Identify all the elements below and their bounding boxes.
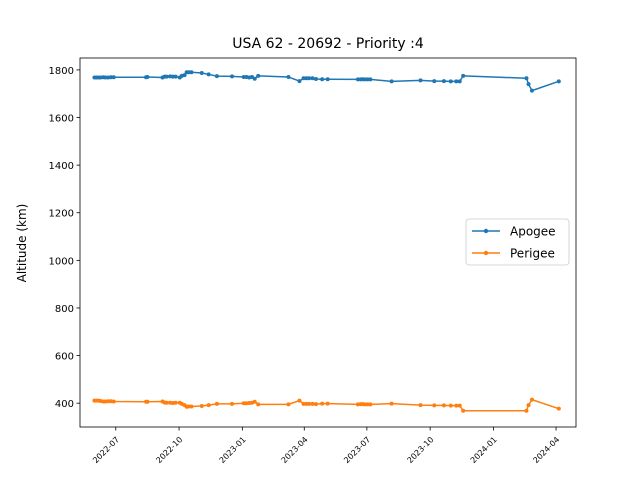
- data-point-apogee: [524, 76, 529, 81]
- data-point-perigee: [301, 401, 306, 406]
- data-point-apogee: [286, 75, 291, 80]
- data-point-perigee: [230, 401, 235, 406]
- data-point-perigee: [418, 403, 423, 408]
- data-point-apogee: [145, 75, 150, 80]
- data-point-apogee: [448, 79, 453, 84]
- data-point-perigee: [304, 401, 309, 406]
- data-point-perigee: [454, 403, 459, 408]
- data-point-perigee: [310, 401, 315, 406]
- data-point-perigee: [365, 402, 370, 407]
- data-point-apogee: [173, 74, 178, 79]
- data-point-apogee: [457, 79, 462, 84]
- y-tick-label: 800: [55, 304, 74, 315]
- data-point-apogee: [230, 74, 235, 79]
- data-point-apogee: [301, 76, 306, 81]
- legend-label-apogee: Apogee: [510, 225, 556, 239]
- data-point-apogee: [108, 75, 113, 80]
- data-point-perigee: [199, 404, 204, 409]
- data-point-apogee: [368, 77, 373, 82]
- data-point-perigee: [111, 399, 116, 404]
- data-point-apogee: [241, 75, 246, 80]
- data-point-perigee: [307, 401, 312, 406]
- data-point-apogee: [389, 79, 394, 84]
- data-point-apogee: [313, 76, 318, 81]
- data-point-perigee: [529, 397, 534, 402]
- plot-frame: [79, 57, 577, 428]
- data-point-apogee: [418, 78, 423, 83]
- data-point-apogee: [355, 77, 360, 82]
- legend-marker-apogee: [483, 228, 489, 234]
- data-point-apogee: [182, 73, 187, 78]
- y-axis-title: Altitude (km): [15, 204, 29, 283]
- data-point-apogee: [556, 79, 561, 84]
- data-point-apogee: [365, 77, 370, 82]
- data-point-apogee: [206, 72, 211, 77]
- data-point-perigee: [524, 408, 529, 413]
- y-tick-label: 1200: [49, 209, 74, 220]
- y-tick-label: 1800: [49, 66, 74, 77]
- data-point-perigee: [313, 402, 318, 407]
- data-point-apogee: [170, 74, 175, 79]
- data-point-apogee: [199, 70, 204, 75]
- data-point-perigee: [189, 404, 194, 409]
- y-tick-label: 1000: [49, 256, 74, 267]
- y-tick-label: 1600: [49, 114, 74, 125]
- data-point-perigee: [241, 401, 246, 406]
- y-axis-ticks: 400 600 800 1000 1200 1400 1600 1800: [49, 66, 80, 410]
- data-point-apogee: [297, 79, 302, 84]
- data-point-perigee: [214, 401, 219, 406]
- data-point-apogee: [529, 88, 534, 93]
- legend-marker-perigee: [483, 250, 489, 256]
- data-point-apogee: [432, 79, 437, 84]
- data-point-perigee: [252, 399, 257, 404]
- data-point-apogee: [441, 79, 446, 84]
- data-point-perigee: [206, 403, 211, 408]
- data-point-perigee: [173, 400, 178, 405]
- data-point-perigee: [448, 403, 453, 408]
- data-point-perigee: [368, 402, 373, 407]
- data-point-apogee: [111, 75, 116, 80]
- data-point-apogee: [526, 82, 531, 87]
- data-point-perigee: [286, 402, 291, 407]
- data-point-perigee: [461, 408, 466, 413]
- data-point-apogee: [103, 75, 108, 80]
- data-point-perigee: [164, 400, 169, 405]
- data-point-apogee: [256, 73, 261, 78]
- data-point-apogee: [304, 76, 309, 81]
- data-point-apogee: [307, 76, 312, 81]
- y-tick-label: 600: [55, 352, 74, 363]
- data-point-perigee: [297, 398, 302, 403]
- y-tick-label: 400: [55, 399, 74, 410]
- data-point-perigee: [145, 399, 150, 404]
- data-point-apogee: [320, 77, 325, 82]
- data-point-perigee: [441, 403, 446, 408]
- data-point-perigee: [457, 403, 462, 408]
- data-point-apogee: [252, 76, 257, 81]
- data-point-perigee: [362, 402, 367, 407]
- chart-title: USA 62 - 20692 - Priority :4: [232, 36, 424, 52]
- data-point-perigee: [106, 399, 111, 404]
- data-point-apogee: [362, 77, 367, 82]
- data-point-perigee: [556, 406, 561, 411]
- data-point-apogee: [186, 70, 191, 75]
- data-point-perigee: [389, 401, 394, 406]
- data-point-apogee: [189, 70, 194, 75]
- series-layer: [92, 70, 561, 413]
- data-point-apogee: [461, 73, 466, 78]
- data-point-apogee: [310, 76, 315, 81]
- y-tick-label: 1400: [49, 161, 74, 172]
- data-point-perigee: [432, 403, 437, 408]
- legend: Apogee Perigee: [465, 218, 570, 266]
- data-point-perigee: [526, 403, 531, 408]
- legend-label-perigee: Perigee: [510, 247, 555, 261]
- data-point-apogee: [214, 74, 219, 79]
- data-point-perigee: [256, 402, 261, 407]
- data-point-perigee: [186, 404, 191, 409]
- data-point-apogee: [164, 74, 169, 79]
- data-point-apogee: [454, 79, 459, 84]
- data-point-perigee: [320, 401, 325, 406]
- data-point-perigee: [325, 401, 330, 406]
- data-point-apogee: [325, 77, 330, 82]
